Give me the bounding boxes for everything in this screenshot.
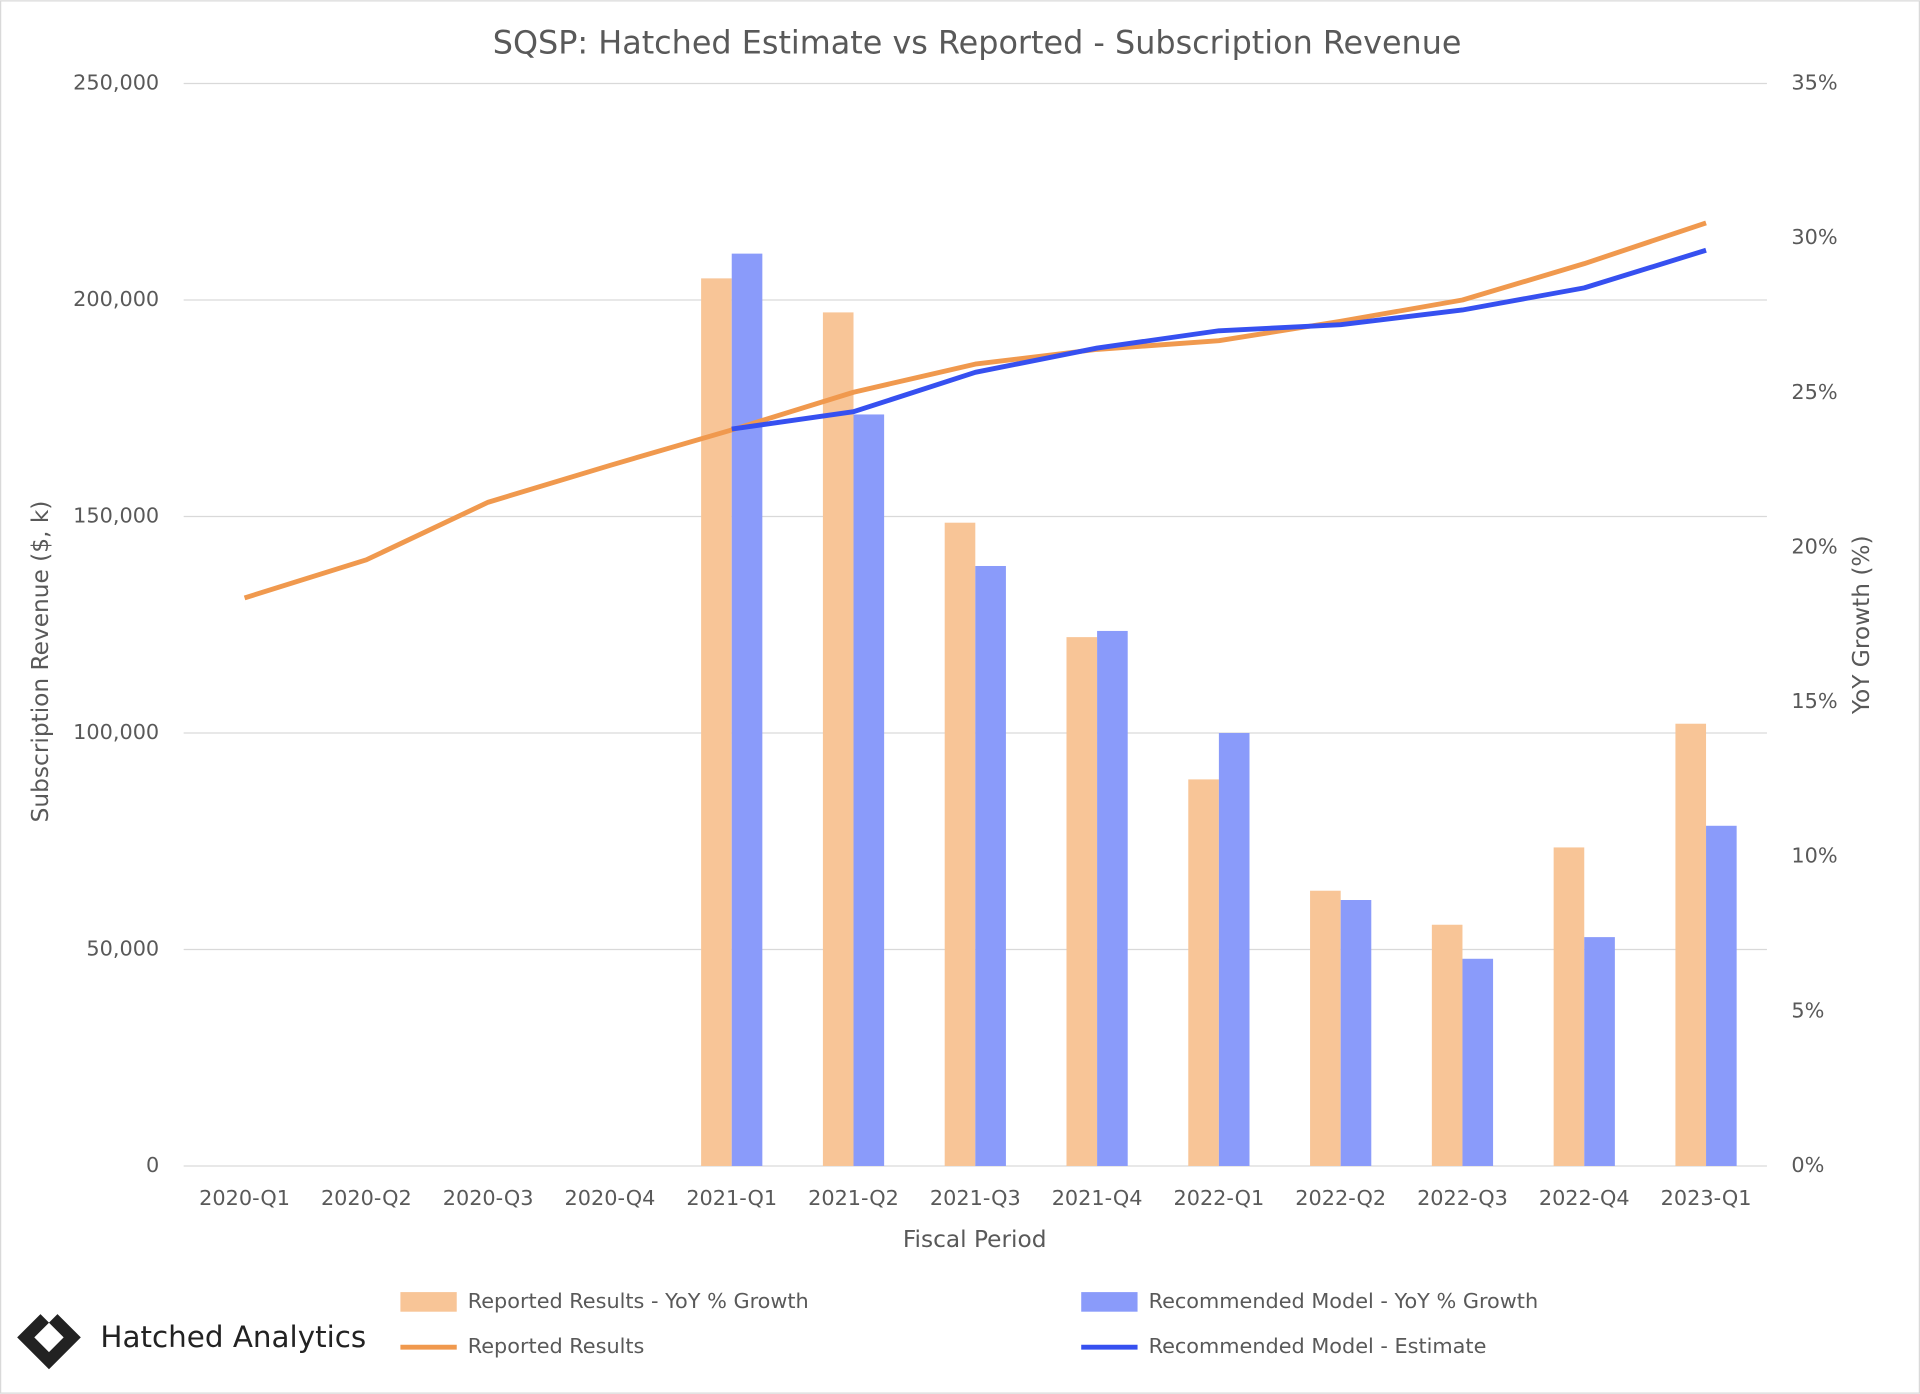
y-tick-label: 0	[146, 1153, 159, 1177]
y2-tick-label: 20%	[1791, 534, 1837, 558]
y2-tick-label: 30%	[1791, 225, 1837, 249]
x-tick-label: 2020-Q4	[565, 1186, 656, 1210]
x-axis-title: Fiscal Period	[903, 1226, 1047, 1253]
legend-label: Reported Results - YoY % Growth	[468, 1289, 809, 1313]
y2-tick-label: 10%	[1791, 844, 1837, 868]
y-tick-label: 100,000	[73, 720, 159, 744]
x-tick-label: 2022-Q3	[1417, 1186, 1508, 1210]
x-tick-label: 2021-Q4	[1052, 1186, 1143, 1210]
y2-tick-label: 0%	[1791, 1153, 1824, 1177]
legend-swatch	[400, 1292, 457, 1312]
bar	[1066, 637, 1098, 1166]
line	[731, 247, 1707, 432]
bar	[1218, 733, 1250, 1166]
bar	[1340, 900, 1372, 1166]
bar	[822, 312, 854, 1166]
x-tick-label: 2023-Q1	[1661, 1186, 1752, 1210]
bar	[1310, 890, 1341, 1166]
line	[243, 220, 1707, 601]
legend-swatch	[1081, 1292, 1138, 1312]
logo	[17, 1298, 81, 1370]
bar	[944, 522, 976, 1166]
x-tick-label: 2020-Q3	[443, 1186, 534, 1210]
y2-axis-title: YoY Growth (%)	[1848, 535, 1875, 715]
logo-notch	[36, 1298, 62, 1323]
bar	[731, 253, 763, 1166]
bar	[853, 414, 885, 1166]
y2-tick-label: 25%	[1791, 380, 1837, 404]
bar	[701, 278, 732, 1166]
logo-text: Hatched Analytics	[100, 1320, 366, 1354]
x-tick-label: 2022-Q2	[1295, 1186, 1386, 1210]
bar	[1706, 825, 1737, 1166]
y2-tick-label: 15%	[1791, 689, 1837, 713]
x-tick-label: 2020-Q1	[199, 1186, 290, 1210]
logo-icon	[17, 1305, 81, 1370]
x-tick-label: 2022-Q4	[1539, 1186, 1630, 1210]
legend-label: Reported Results	[468, 1334, 645, 1358]
bar	[1462, 958, 1494, 1166]
x-tick-label: 2022-Q1	[1173, 1186, 1264, 1210]
bar	[1584, 937, 1615, 1166]
bar	[1675, 723, 1707, 1166]
x-tick-label: 2021-Q3	[930, 1186, 1021, 1210]
bar	[1431, 924, 1463, 1166]
chart-title: SQSP: Hatched Estimate vs Reported - Sub…	[493, 23, 1462, 61]
y-tick-label: 250,000	[73, 71, 159, 95]
bar	[1553, 847, 1585, 1166]
legend-label: Recommended Model - Estimate	[1149, 1334, 1487, 1358]
bar	[1097, 630, 1128, 1166]
y-axis-title: Subscription Revenue ($, k)	[27, 501, 54, 823]
legend-label: Recommended Model - YoY % Growth	[1149, 1289, 1539, 1313]
y-tick-label: 200,000	[73, 287, 159, 311]
y-tick-label: 150,000	[73, 504, 159, 528]
y2-tick-label: 35%	[1791, 71, 1837, 95]
bar	[1188, 779, 1219, 1166]
x-tick-label: 2020-Q2	[321, 1186, 412, 1210]
bar	[975, 565, 1006, 1166]
x-tick-label: 2021-Q2	[808, 1186, 899, 1210]
x-tick-label: 2021-Q1	[686, 1186, 777, 1210]
y-tick-label: 50,000	[86, 936, 159, 960]
y2-tick-label: 5%	[1791, 998, 1824, 1022]
